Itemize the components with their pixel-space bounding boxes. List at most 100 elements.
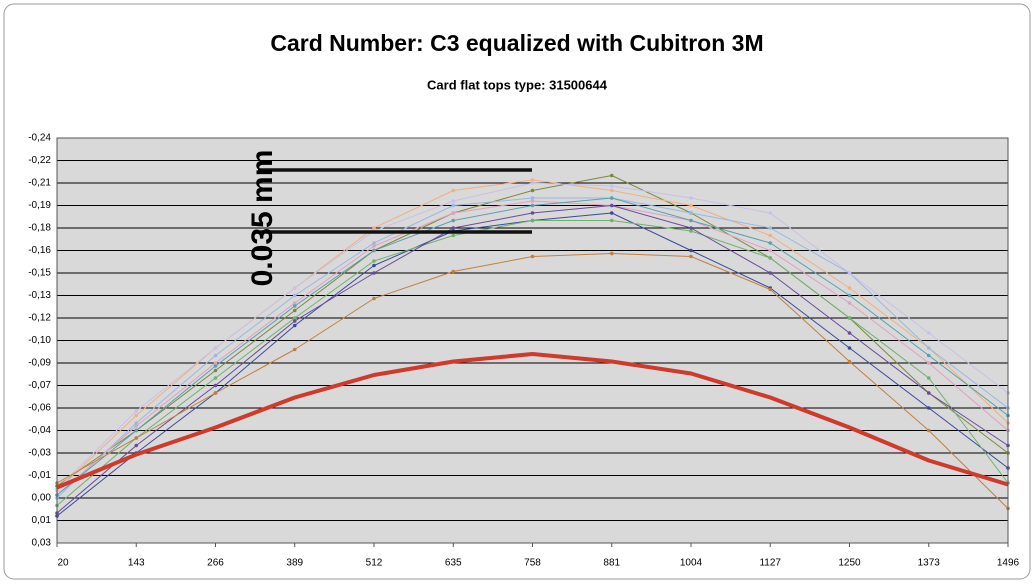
y-tick-label: -0,07: [28, 380, 51, 391]
point: [926, 331, 931, 335]
point: [530, 254, 535, 259]
point: [847, 286, 852, 290]
point: [213, 368, 218, 373]
x-tick-label: 635: [445, 558, 462, 569]
point: [609, 188, 614, 193]
point: [451, 211, 456, 215]
point: [768, 211, 773, 215]
point: [689, 226, 693, 230]
point: [768, 226, 773, 230]
point: [213, 391, 218, 395]
point: [609, 251, 614, 256]
x-tick-label: 1004: [680, 558, 703, 569]
point: [134, 421, 139, 425]
point: [609, 203, 614, 208]
point: [530, 188, 535, 193]
point: [926, 353, 931, 358]
point: [689, 254, 693, 259]
point: [609, 211, 614, 215]
point: [768, 241, 773, 245]
point: [134, 443, 139, 448]
y-tick-label: -0,24: [28, 133, 51, 144]
x-tick-label: 881: [603, 558, 620, 569]
point: [926, 391, 931, 395]
x-tick-label: 1127: [759, 558, 781, 569]
point: [926, 428, 931, 433]
y-tick-label: -0,06: [28, 403, 51, 414]
point: [689, 218, 693, 223]
point: [530, 181, 535, 185]
point: [847, 316, 852, 320]
point: [372, 226, 376, 230]
y-tick-label: -0,16: [28, 245, 51, 256]
point: [213, 383, 218, 388]
point: [451, 203, 456, 208]
point: [847, 301, 852, 305]
point: [609, 196, 614, 200]
point: [926, 376, 931, 380]
point: [292, 323, 297, 328]
point: [768, 256, 773, 260]
point: [292, 286, 297, 290]
point: [292, 319, 297, 323]
point: [292, 304, 297, 308]
y-tick-label: -0,13: [28, 290, 51, 301]
x-tick-label: 512: [366, 558, 383, 569]
point: [451, 269, 456, 274]
point: [292, 347, 297, 352]
point: [372, 248, 376, 253]
point: [134, 428, 139, 433]
series-line: [56, 352, 1009, 490]
point: [768, 248, 773, 253]
point: [451, 218, 456, 223]
point: [926, 406, 931, 410]
y-tick-label: -0,18: [28, 223, 51, 234]
y-tick-label: 0,01: [32, 515, 52, 526]
point: [847, 271, 852, 275]
point: [372, 263, 376, 268]
y-tick-label: -0,19: [28, 200, 51, 211]
y-tick-label: -0,03: [28, 448, 51, 459]
y-tick-label: -0,09: [28, 358, 51, 369]
point: [372, 259, 376, 263]
point: [530, 203, 535, 208]
point: [847, 346, 852, 350]
point: [451, 226, 456, 230]
x-tick-label: 20: [57, 558, 69, 569]
y-tick-label: -0,12: [28, 313, 51, 324]
point: [530, 196, 535, 200]
point: [689, 196, 693, 200]
point: [926, 346, 931, 350]
x-tick-label: 1496: [997, 558, 1020, 569]
point: [609, 173, 614, 178]
x-tick-label: 266: [207, 558, 224, 569]
x-tick-label: 1250: [838, 558, 861, 569]
point: [530, 199, 535, 203]
point: [292, 301, 297, 305]
chart-title: Card Number: C3 equalized with Cubitron …: [270, 30, 763, 56]
y-tick-label: -0,15: [28, 268, 51, 279]
y-tick-label: -0,04: [28, 425, 51, 436]
x-tick-label: 389: [286, 558, 303, 569]
point: [926, 361, 931, 365]
point: [292, 308, 297, 313]
point: [768, 233, 773, 238]
point: [530, 178, 535, 182]
point: [213, 376, 218, 380]
point: [372, 241, 376, 245]
y-tick-label: 0,00: [32, 493, 52, 504]
annotation: 0.035 mm: [246, 150, 279, 287]
point: [134, 424, 139, 428]
point: [609, 184, 614, 188]
point: [451, 188, 456, 193]
point: [292, 293, 297, 298]
y-tick-label: 0,03: [32, 538, 52, 549]
x-tick-label: 1373: [918, 558, 941, 569]
point: [134, 436, 139, 440]
point: [530, 211, 535, 215]
point: [689, 203, 693, 208]
point: [213, 353, 218, 358]
point: [530, 218, 535, 223]
point: [451, 233, 456, 238]
